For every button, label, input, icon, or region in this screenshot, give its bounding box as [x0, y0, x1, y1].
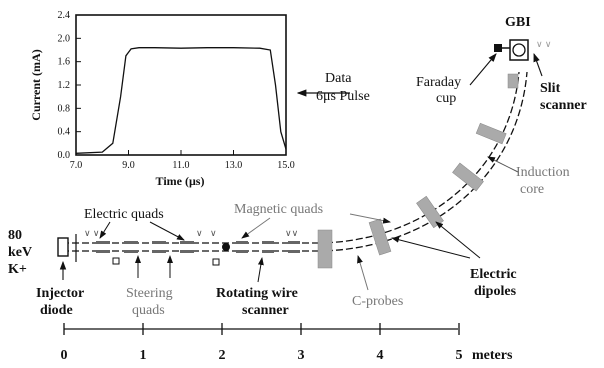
v-marks-1: ∨ ∨ [84, 228, 99, 238]
induction-label-1: Induction [516, 165, 570, 180]
scale-tick-label: 1 [140, 348, 147, 363]
gbi-box [509, 39, 529, 61]
rotating-label-1: Rotating wire [216, 286, 298, 301]
y-tick-label: 2.0 [58, 33, 71, 44]
scale-tick-label: 3 [298, 348, 305, 363]
x-tick-label: 11.0 [172, 160, 189, 171]
energy-label-1: 80 [8, 228, 22, 243]
data-annotation: Data 6μs Pulse [296, 71, 370, 104]
dipoles-label-2: dipoles [474, 284, 517, 299]
v-marks-3: ∨ [210, 228, 217, 238]
slit-label-2: scanner [540, 98, 587, 113]
magnetic-quads-arrow [241, 217, 271, 239]
cprobes-label: C-probes [352, 294, 403, 309]
steering-quad-box-2 [212, 258, 220, 266]
rotating-arrow [257, 257, 264, 283]
injector-label-1: Injector [36, 286, 84, 301]
scale-unit: meters [472, 348, 513, 363]
y-tick-label: 2.4 [58, 10, 71, 21]
plot-frame [75, 14, 287, 156]
scale-tick-label: 0 [61, 348, 68, 363]
faraday-arrow [469, 53, 497, 86]
electric-quads-label: Electric quads [84, 207, 164, 222]
faraday-label-2: cup [436, 91, 456, 106]
steering-label-1: Steering [126, 286, 173, 301]
dipoles-label-1: Electric [470, 267, 517, 282]
injector-diode [57, 237, 69, 257]
current-pulse-chart: 2.4 2.0 1.6 1.2 0.8 0.4 0.0 7.0 9.0 11.0 13.0 15.0… [29, 10, 295, 188]
y-axis-label: Current (mA) [29, 49, 43, 120]
cprobe-arrow [357, 255, 369, 291]
steering-label-2: quads [132, 303, 165, 318]
electric-quads-arrow-2 [99, 221, 111, 239]
dipole-blocks [317, 73, 519, 269]
faraday-cup [494, 44, 502, 52]
electric-quads-arrow [149, 221, 185, 241]
y-tick-label: 0.8 [58, 103, 71, 114]
scale-ticks: 0 1 2 3 4 5 [61, 323, 463, 363]
steering-quad-box-1 [112, 257, 120, 265]
beamline-straight: ∨ ∨ ∨ ∨ ∨∨ [57, 228, 316, 266]
gbi-assembly: GBI ∨ ∨ Faraday cup Slit scanner [416, 15, 587, 113]
pulse-label: 6μs Pulse [316, 89, 370, 104]
y-tick-label: 0.4 [58, 127, 71, 138]
gbi-label: GBI [505, 15, 531, 30]
bend-rail-inner [315, 71, 528, 252]
energy-label-2: keV [8, 245, 32, 260]
dipole-arrow-1 [435, 221, 481, 259]
x-tick-label: 7.0 [70, 160, 83, 171]
y-tick-labels: 2.4 2.0 1.6 1.2 0.8 0.4 0.0 [58, 10, 81, 161]
scale-tick-label: 2 [219, 348, 226, 363]
injector-label-2: diode [40, 303, 73, 318]
gbi-circle-icon [512, 43, 526, 57]
magnetic-quads-label: Magnetic quads [234, 202, 323, 217]
rotating-wire-scanner-icon [222, 243, 230, 251]
induction-label-2: core [520, 182, 544, 197]
rotating-label-2: scanner [242, 303, 289, 318]
dipole-arrow-2 [391, 236, 471, 259]
pulse-series-line [75, 47, 287, 154]
slit-label-1: Slit [540, 81, 561, 96]
x-tick-label: 15.0 [277, 160, 295, 171]
y-tick-label: 1.6 [58, 57, 71, 68]
x-tick-label: 9.0 [122, 160, 135, 171]
component-labels: 80 keV K+ Injector diode Electric quads … [8, 202, 517, 318]
v-marks-4: ∨∨ [285, 228, 298, 238]
induction-arrow [487, 156, 519, 173]
magnetic-quads-arrow-2 [349, 213, 391, 224]
y-tick-label: 1.2 [58, 80, 71, 91]
y-tick-label: 0.0 [58, 150, 71, 161]
energy-label-3: K+ [8, 262, 27, 277]
slit-arrow [533, 52, 543, 77]
v-marks-2: ∨ [196, 228, 203, 238]
slit-scanner-marks: ∨ ∨ [536, 39, 551, 49]
x-axis-label: Time (μs) [156, 174, 205, 188]
scale-tick-label: 4 [377, 348, 384, 363]
faraday-label-1: Faraday [416, 75, 461, 90]
x-tick-label: 13.0 [225, 160, 243, 171]
scale-tick-label: 5 [456, 348, 463, 363]
beamline-bend: Induction core [315, 71, 570, 269]
meter-scale: 0 1 2 3 4 5 meters [61, 323, 513, 363]
bend-rail-outer [315, 71, 520, 244]
x-tick-labels: 7.0 9.0 11.0 13.0 15.0 [70, 150, 295, 171]
data-label: Data [325, 71, 352, 86]
quad-marks [96, 241, 300, 253]
